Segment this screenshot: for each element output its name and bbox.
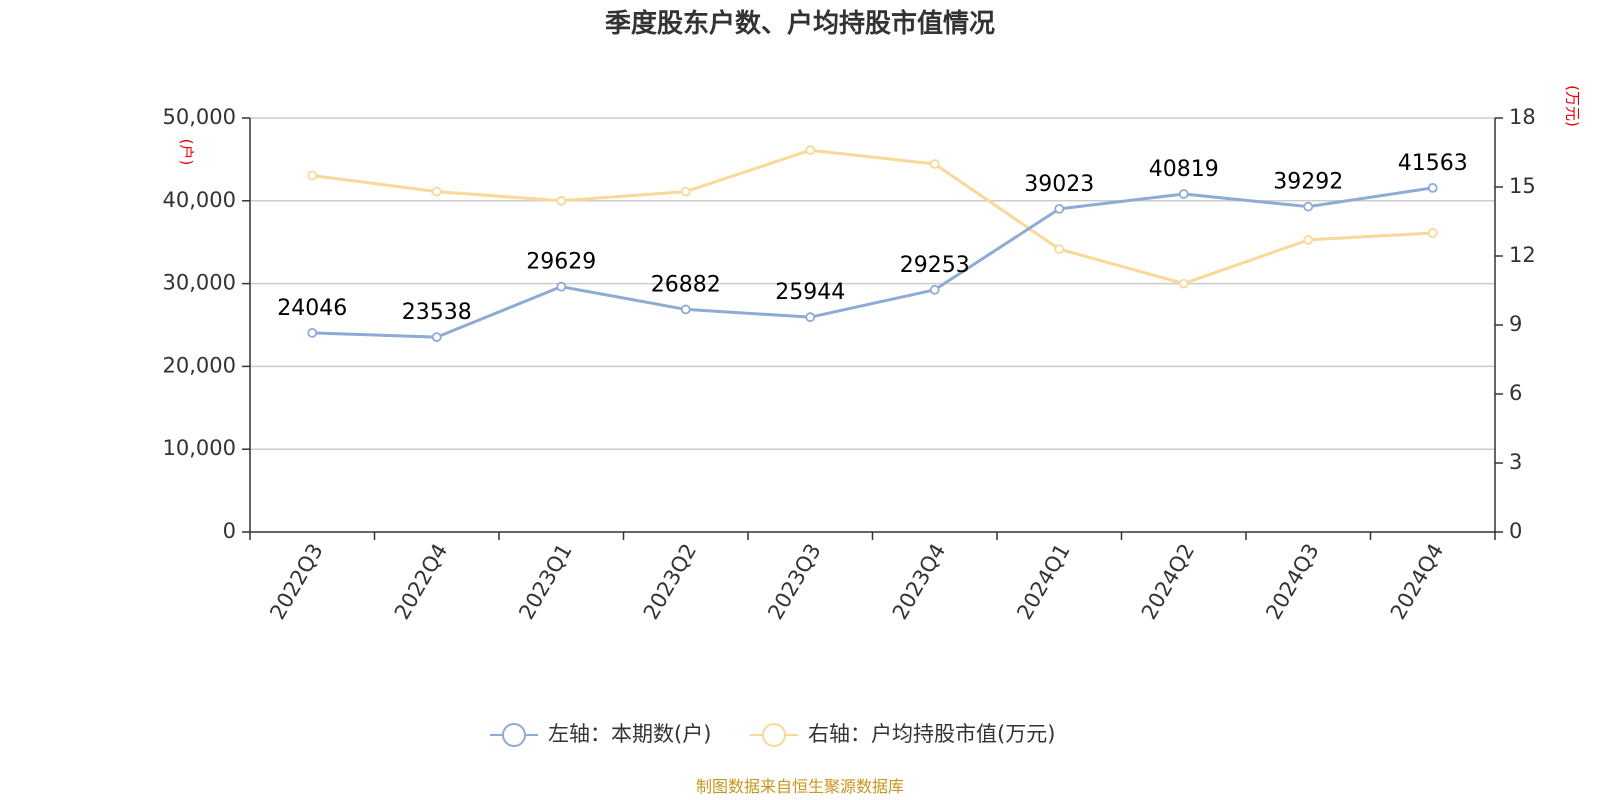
right-tick-label: 15 [1509,174,1536,198]
legend-swatch-marker [502,723,526,747]
legend-label: 右轴：户均持股市值(万元) [808,722,1055,746]
left-tick-label: 10,000 [163,436,236,460]
series-line-avg-market-value [312,148,1433,286]
data-point-avg-market-value [431,186,442,197]
grid-lines [250,117,1495,450]
data-label: 39292 [1273,170,1343,195]
data-labels: 24046 23538 29629 26882 25944 29253 39023 40819… [277,151,1468,325]
data-point-shareholders [1303,201,1314,212]
series-points [307,145,1438,343]
right-tick-label: 18 [1509,105,1536,129]
series-line-shareholders [312,186,1433,339]
x-tick-label: 2022Q3 [265,540,327,624]
left-tick-label: 30,000 [163,271,236,295]
data-label: 41563 [1398,151,1468,176]
data-point-shareholders [929,284,940,295]
right-axis-unit: (万元) [1564,85,1582,127]
left-tick-label: 0 [223,519,236,543]
x-tick-label: 2024Q4 [1386,540,1448,624]
x-tick-label: 2022Q4 [390,540,452,624]
legend-label: 左轴：本期数(户) [548,722,711,746]
left-tick-label: 20,000 [163,353,236,377]
data-point-shareholders [307,327,318,338]
left-tick-label: 40,000 [163,188,236,212]
right-tick-label: 3 [1509,450,1522,474]
data-point-avg-market-value [1054,244,1065,255]
legend[interactable]: 左轴：本期数(户) 右轴：户均持股市值(万元) [490,722,1055,747]
data-point-avg-market-value [680,186,691,197]
data-label: 29253 [900,253,970,278]
data-label: 39023 [1024,172,1094,197]
data-point-shareholders [431,332,442,343]
data-point-shareholders [805,312,816,323]
data-label: 25944 [775,280,845,305]
data-label: 29629 [526,250,596,275]
x-tick-label: 2023Q3 [763,540,825,624]
left-axis-ticks: 0 10,000 20,000 30,000 40,000 50,000 [163,105,250,543]
data-point-avg-market-value [307,170,318,181]
x-tick-label: 2023Q1 [514,540,576,624]
data-label: 26882 [651,272,721,297]
data-point-avg-market-value [1427,228,1438,238]
legend-swatch-marker [762,723,786,747]
data-point-shareholders [1054,203,1065,214]
chart-title: 季度股东户数、户均持股市值情况 [605,8,995,39]
data-point-avg-market-value [556,195,567,206]
data-point-shareholders [1178,189,1189,199]
data-label: 40819 [1149,157,1219,182]
data-label: 23538 [402,300,472,325]
right-tick-label: 9 [1509,312,1522,336]
data-label: 24046 [277,296,347,321]
x-tick-label: 2024Q2 [1137,540,1199,624]
right-tick-label: 6 [1509,381,1522,405]
right-axis-ticks: 0 3 6 9 12 15 18 [1495,105,1536,543]
x-axis-ticks: 2022Q3 2022Q4 2023Q1 2023Q2 2023Q3 2023Q4 2024… [249,532,1496,624]
left-tick-label: 50,000 [163,105,236,129]
data-point-avg-market-value [805,145,816,156]
x-tick-label: 2024Q3 [1261,540,1323,624]
data-point-shareholders [556,281,567,292]
data-point-avg-market-value [929,159,940,169]
data-point-avg-market-value [1303,234,1314,245]
source-note: 制图数据来自恒生聚源数据库 [696,777,904,796]
data-point-shareholders [680,304,691,315]
x-tick-label: 2023Q4 [888,540,950,624]
x-tick-label: 2023Q2 [639,540,701,624]
data-point-shareholders [1427,182,1438,193]
x-tick-label: 2024Q1 [1012,540,1074,624]
right-tick-label: 12 [1509,243,1536,267]
data-point-avg-market-value [1178,278,1189,289]
series-lines [312,148,1433,339]
right-tick-label: 0 [1509,519,1522,543]
left-axis-unit: (户) [178,139,196,166]
